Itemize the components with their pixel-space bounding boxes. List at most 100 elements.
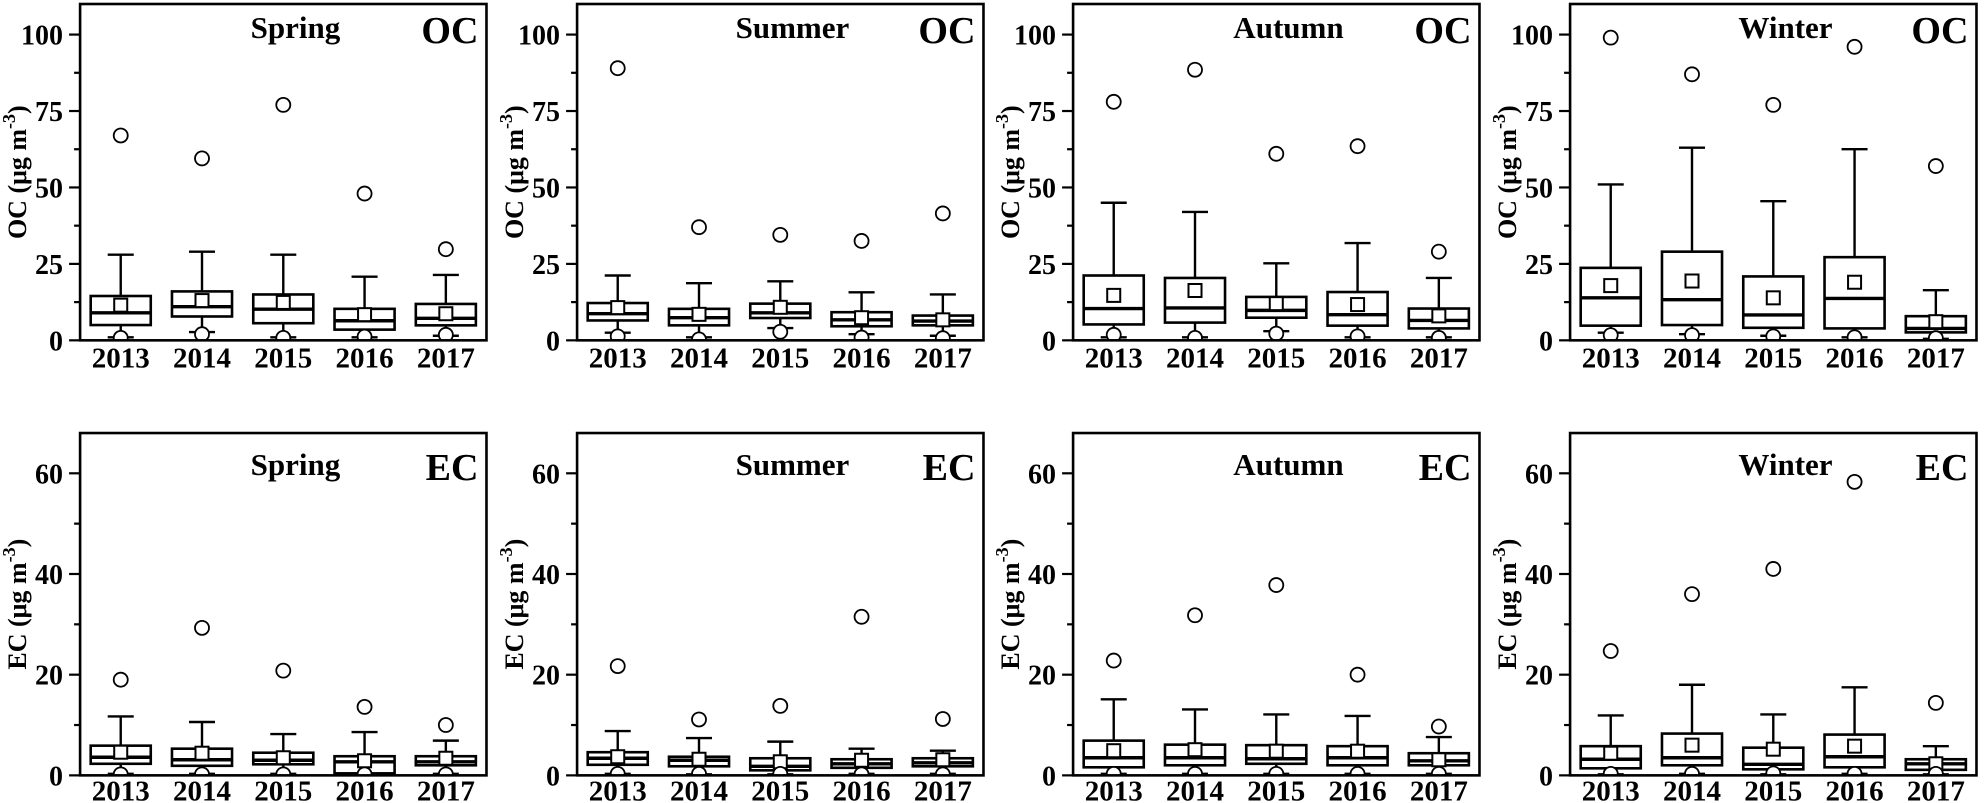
mean-square-marker bbox=[1604, 279, 1617, 292]
x-tick-label: 2015 bbox=[1744, 342, 1802, 374]
x-tick-label: 2015 bbox=[751, 342, 809, 374]
y-axis-label: EC (μg m-3) bbox=[497, 539, 529, 670]
box-ec-spring-2017 bbox=[416, 718, 476, 781]
mean-square-marker bbox=[277, 296, 290, 309]
outlier-circle bbox=[1928, 159, 1942, 173]
season-title: Winter bbox=[1738, 447, 1832, 482]
x-tick-label: 2014 bbox=[1166, 342, 1224, 374]
outlier-circle bbox=[691, 713, 705, 727]
outlier-circle bbox=[358, 700, 372, 714]
outlier-circle bbox=[358, 187, 372, 201]
x-tick-label: 2017 bbox=[417, 342, 475, 374]
outlier-circle bbox=[1684, 588, 1698, 602]
x-tick-label: 2016 bbox=[336, 342, 394, 374]
y-tick-label: 0 bbox=[49, 326, 63, 357]
box-oc-autumn-2016 bbox=[1328, 139, 1388, 343]
y-tick-label: 75 bbox=[1028, 97, 1056, 128]
x-tick-label: 2014 bbox=[669, 776, 727, 803]
outlier-circle bbox=[195, 621, 209, 635]
x-tick-label: 2015 bbox=[1247, 776, 1305, 803]
x-tick-label: 2014 bbox=[1662, 776, 1720, 803]
mean-square-marker bbox=[936, 313, 949, 326]
box-oc-autumn-2015 bbox=[1246, 147, 1306, 341]
mean-square-marker bbox=[195, 747, 208, 760]
y-axis-label: EC (μg m-3) bbox=[993, 539, 1025, 670]
box-oc-summer-2017 bbox=[912, 206, 972, 345]
mean-square-marker bbox=[1188, 284, 1201, 297]
outlier-circle bbox=[1847, 475, 1861, 489]
measure-corner-label: OC bbox=[918, 10, 975, 52]
mean-square-marker bbox=[611, 751, 624, 764]
season-title: Autumn bbox=[1233, 10, 1343, 45]
outlier-circle bbox=[773, 699, 787, 713]
y-tick-label: 50 bbox=[1028, 173, 1056, 204]
box-ec-summer-2015 bbox=[750, 699, 810, 781]
outlier-circle bbox=[1351, 139, 1365, 153]
mean-square-marker bbox=[1270, 297, 1283, 310]
y-axis-label: OC (μg m-3) bbox=[497, 105, 529, 239]
y-tick-label: 25 bbox=[532, 250, 560, 281]
mean-square-marker bbox=[855, 311, 868, 324]
measure-corner-label: EC bbox=[1419, 447, 1472, 489]
x-tick-label: 2014 bbox=[173, 342, 231, 374]
outlier-circle bbox=[610, 61, 624, 75]
y-tick-label: 50 bbox=[1525, 173, 1553, 204]
y-tick-label: 0 bbox=[1042, 762, 1056, 793]
outlier-circle bbox=[1351, 668, 1365, 682]
y-tick-label: 50 bbox=[35, 173, 63, 204]
mean-square-marker bbox=[611, 301, 624, 314]
x-tick-label: 2016 bbox=[336, 776, 394, 803]
y-tick-label: 60 bbox=[532, 460, 560, 491]
outlier-circle bbox=[854, 234, 868, 248]
x-tick-label: 2015 bbox=[751, 776, 809, 803]
mean-square-marker bbox=[1107, 745, 1120, 758]
outlier-circle bbox=[935, 712, 949, 726]
box-ec-autumn-2014 bbox=[1165, 609, 1225, 782]
mean-square-marker bbox=[1188, 744, 1201, 757]
box-oc-winter-2014 bbox=[1661, 67, 1721, 342]
y-tick-label: 100 bbox=[21, 21, 63, 52]
y-tick-label: 0 bbox=[1042, 326, 1056, 357]
outlier-circle bbox=[1432, 720, 1446, 734]
outlier-circle bbox=[1188, 63, 1202, 77]
x-tick-label: 2013 bbox=[1085, 776, 1143, 803]
mean-square-marker bbox=[1604, 747, 1617, 760]
mean-square-marker bbox=[114, 746, 127, 759]
x-tick-label: 2017 bbox=[913, 342, 971, 374]
mean-square-marker bbox=[439, 307, 452, 320]
box-oc-autumn-2014 bbox=[1165, 63, 1225, 345]
mean-square-marker bbox=[1848, 740, 1861, 753]
outlier-circle bbox=[439, 242, 453, 256]
y-tick-label: 50 bbox=[532, 173, 560, 204]
outlier-circle bbox=[276, 98, 290, 112]
y-tick-label: 0 bbox=[1539, 762, 1553, 793]
y-tick-label: 60 bbox=[1028, 460, 1056, 491]
box-oc-spring-2016 bbox=[335, 187, 395, 344]
box-oc-summer-2015 bbox=[750, 228, 810, 339]
box-ec-autumn-2015 bbox=[1246, 578, 1306, 781]
x-tick-label: 2013 bbox=[588, 776, 646, 803]
mean-square-marker bbox=[114, 299, 127, 312]
box-ec-summer-2016 bbox=[831, 610, 891, 782]
box-ec-spring-2014 bbox=[172, 621, 232, 782]
x-tick-label: 2015 bbox=[1247, 342, 1305, 374]
x-tick-label: 2015 bbox=[254, 776, 312, 803]
season-title: Summer bbox=[735, 10, 849, 45]
season-title: Autumn bbox=[1233, 447, 1343, 482]
x-tick-label: 2014 bbox=[1166, 776, 1224, 803]
box-ec-autumn-2017 bbox=[1409, 720, 1469, 781]
season-title: Spring bbox=[251, 10, 341, 45]
y-tick-label: 60 bbox=[35, 460, 63, 491]
box-oc-spring-2015 bbox=[253, 98, 313, 345]
mean-square-marker bbox=[1929, 315, 1942, 328]
x-tick-label: 2013 bbox=[1581, 776, 1639, 803]
y-tick-label: 100 bbox=[518, 21, 560, 52]
y-axis-label: EC (μg m-3) bbox=[1490, 539, 1522, 670]
